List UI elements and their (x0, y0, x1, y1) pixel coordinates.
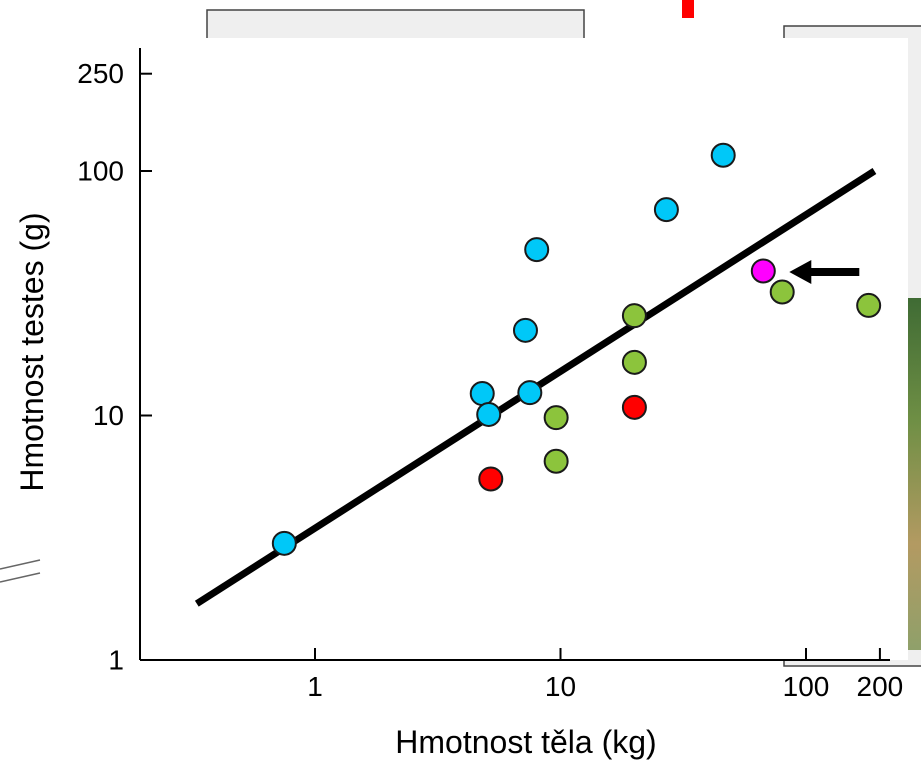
y-tick-label: 100 (77, 156, 124, 187)
x-tick-label: 10 (545, 671, 576, 702)
data-point (512, 317, 538, 343)
y-tick-label: 10 (93, 400, 124, 431)
data-point (653, 197, 679, 223)
data-points (271, 142, 882, 556)
data-point (750, 258, 776, 284)
data-point (524, 237, 550, 263)
data-point (517, 380, 543, 406)
data-point (543, 405, 569, 431)
left-bracket-fragment-2 (0, 572, 41, 583)
data-point (478, 466, 504, 492)
data-point (621, 394, 647, 420)
data-point (621, 349, 647, 375)
y-tick-label: 1 (108, 645, 124, 676)
data-point (769, 279, 795, 305)
data-point (710, 142, 736, 168)
y-axis-title: Hmotnost testes (g) (14, 212, 50, 491)
data-point (543, 448, 569, 474)
x-axis-title: Hmotnost těla (kg) (395, 724, 656, 760)
annotations (789, 259, 860, 284)
x-tick-label: 100 (783, 671, 830, 702)
axis-ticks: 1 10 100 200 1 10 100 250 (77, 58, 903, 702)
arrow-annotation (789, 259, 860, 284)
data-point (476, 401, 502, 427)
data-point (469, 381, 495, 407)
x-tick-label: 1 (307, 671, 323, 702)
y-tick-label: 250 (77, 58, 124, 89)
left-bracket-fragment (0, 559, 41, 570)
x-tick-label: 200 (857, 671, 904, 702)
data-point (271, 530, 297, 556)
data-point (621, 303, 647, 329)
data-point (856, 292, 882, 318)
right-photo-fragment (908, 298, 921, 650)
red-mark-fragment (682, 0, 694, 18)
